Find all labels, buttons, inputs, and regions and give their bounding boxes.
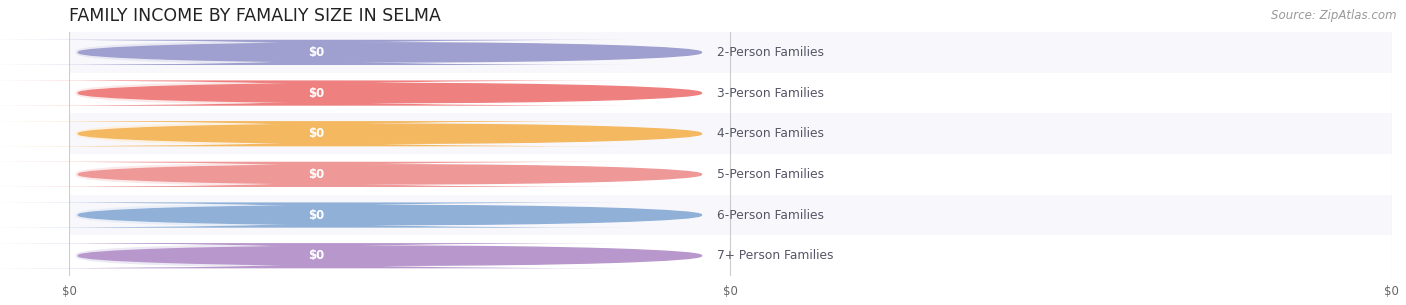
Text: 6-Person Families: 6-Person Families bbox=[717, 209, 824, 221]
Text: $0: $0 bbox=[308, 209, 325, 221]
Circle shape bbox=[79, 206, 702, 224]
Text: $0: $0 bbox=[308, 168, 325, 181]
Text: 2-Person Families: 2-Person Families bbox=[717, 46, 824, 59]
Bar bbox=[69, 154, 1392, 195]
Circle shape bbox=[79, 246, 702, 265]
Text: $0: $0 bbox=[308, 249, 325, 262]
FancyBboxPatch shape bbox=[0, 121, 640, 146]
Circle shape bbox=[79, 124, 702, 143]
Bar bbox=[69, 235, 1392, 276]
Circle shape bbox=[79, 84, 702, 102]
Circle shape bbox=[79, 43, 702, 62]
FancyBboxPatch shape bbox=[0, 243, 444, 268]
Circle shape bbox=[79, 165, 702, 184]
FancyBboxPatch shape bbox=[0, 162, 640, 187]
FancyBboxPatch shape bbox=[0, 243, 640, 268]
Bar bbox=[69, 195, 1392, 235]
Text: Source: ZipAtlas.com: Source: ZipAtlas.com bbox=[1271, 9, 1396, 22]
FancyBboxPatch shape bbox=[0, 203, 640, 228]
Text: 3-Person Families: 3-Person Families bbox=[717, 87, 824, 99]
Text: 4-Person Families: 4-Person Families bbox=[717, 127, 824, 140]
FancyBboxPatch shape bbox=[0, 203, 444, 228]
FancyBboxPatch shape bbox=[0, 121, 444, 146]
Text: 7+ Person Families: 7+ Person Families bbox=[717, 249, 834, 262]
FancyBboxPatch shape bbox=[0, 40, 444, 65]
FancyBboxPatch shape bbox=[0, 162, 444, 187]
Bar bbox=[69, 73, 1392, 113]
FancyBboxPatch shape bbox=[0, 81, 444, 106]
Text: 5-Person Families: 5-Person Families bbox=[717, 168, 824, 181]
Text: $0: $0 bbox=[308, 46, 325, 59]
Bar bbox=[69, 32, 1392, 73]
Text: FAMILY INCOME BY FAMALIY SIZE IN SELMA: FAMILY INCOME BY FAMALIY SIZE IN SELMA bbox=[69, 7, 441, 25]
Text: $0: $0 bbox=[308, 127, 325, 140]
FancyBboxPatch shape bbox=[0, 81, 640, 106]
Text: $0: $0 bbox=[308, 87, 325, 99]
FancyBboxPatch shape bbox=[0, 40, 640, 65]
Bar bbox=[69, 113, 1392, 154]
